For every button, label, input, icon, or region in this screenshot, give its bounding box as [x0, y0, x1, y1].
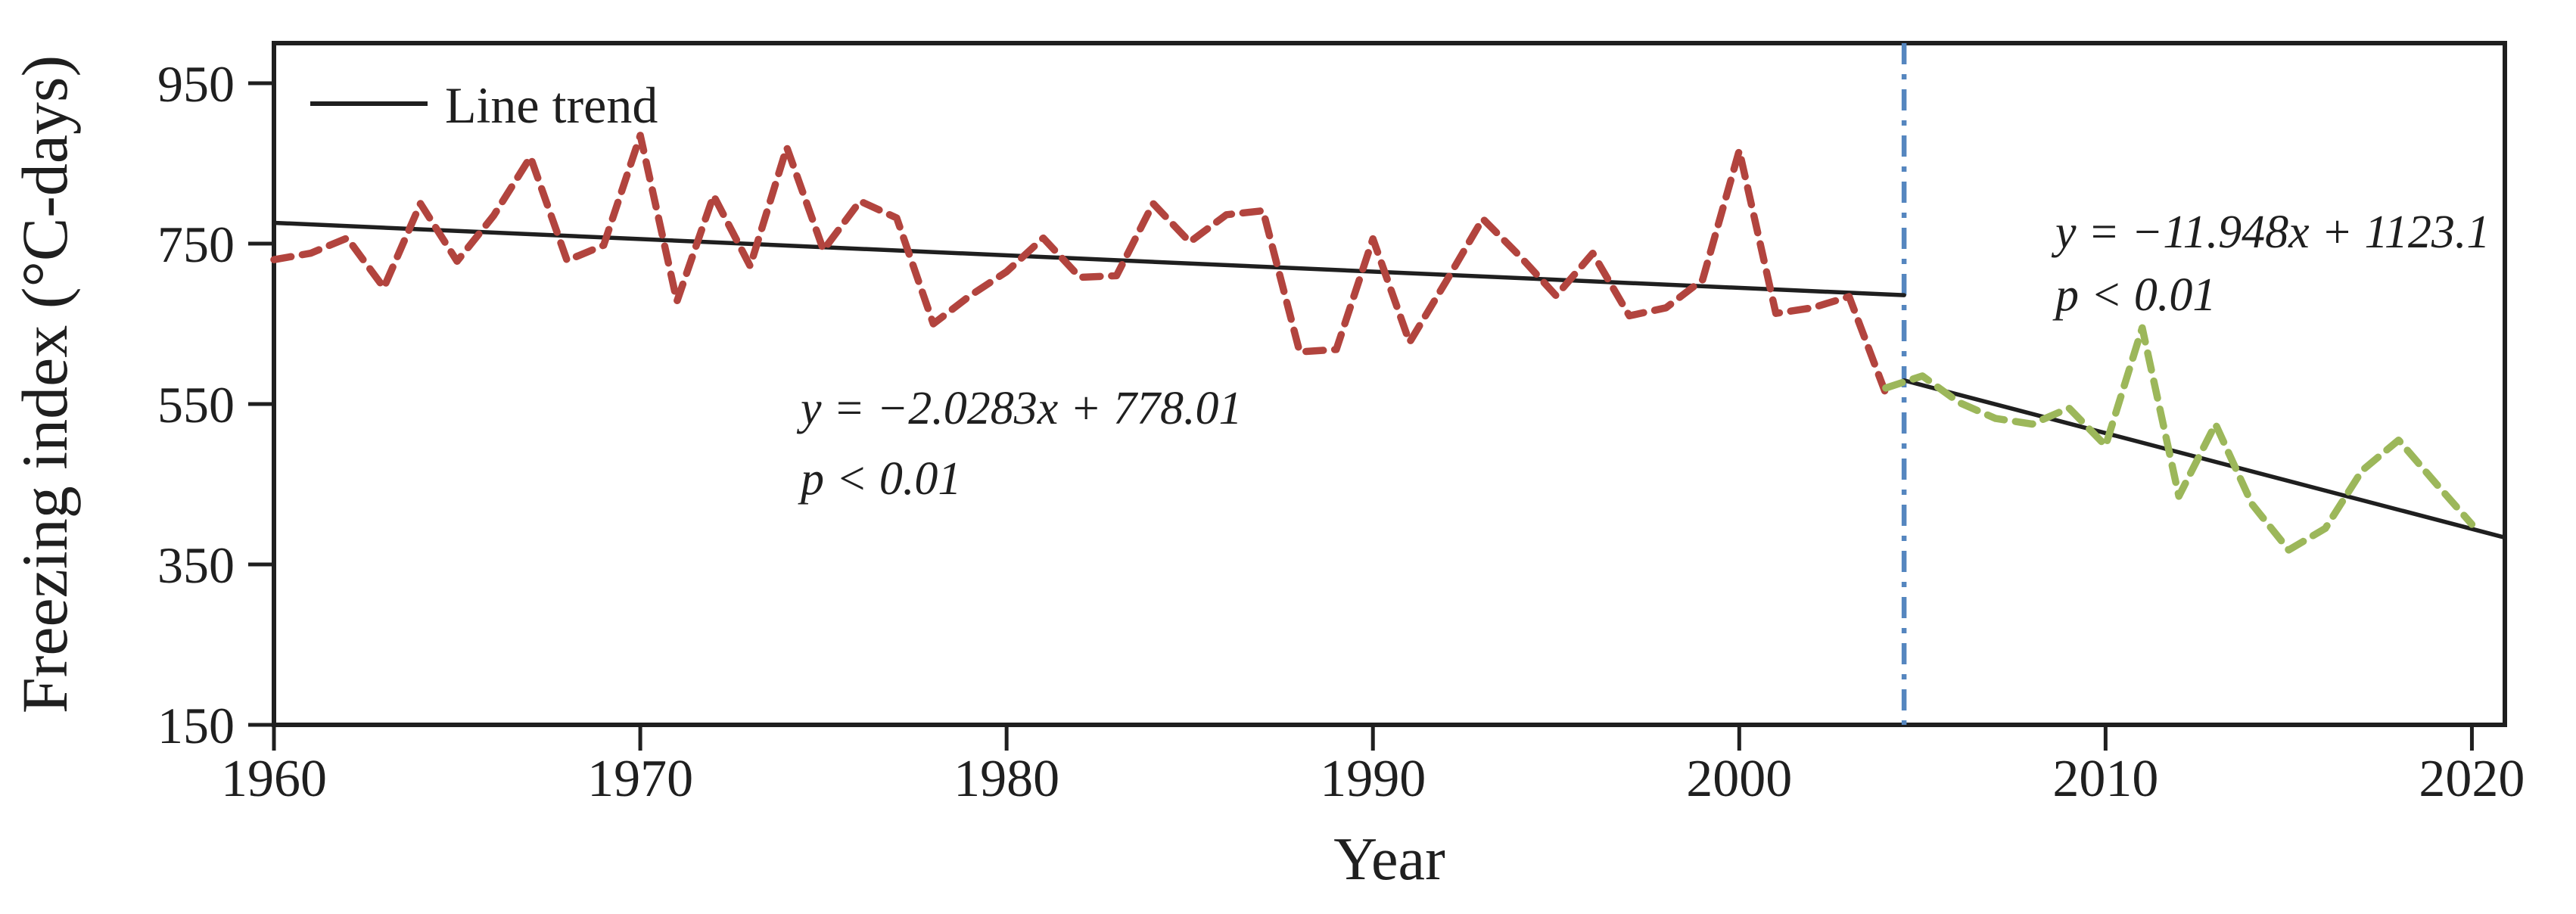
y-tick-label: 950 — [157, 55, 235, 113]
y-tick-label: 750 — [157, 216, 235, 273]
x-tick-label: 1960 — [221, 750, 327, 808]
green-series-line — [1882, 324, 2476, 554]
pvalue-2: p < 0.01 — [2052, 269, 2216, 321]
series-group — [270, 43, 2507, 725]
y-tick-label: 550 — [157, 376, 235, 434]
legend-label: Line trend — [445, 76, 658, 134]
legend: Line trend — [310, 76, 658, 134]
y-axis-title: Freezing index (°C-days) — [8, 55, 81, 713]
trend-line-1 — [272, 220, 1906, 297]
x-tick-label: 2010 — [2052, 750, 2158, 808]
trend-line-2 — [1902, 378, 2507, 540]
equation-1: y = −2.0283x + 778.01 — [796, 383, 1243, 434]
y-tick-label: 350 — [157, 536, 235, 594]
x-tick-label: 1970 — [587, 750, 693, 808]
equation-2: y = −11.948x + 1123.1 — [2051, 207, 2490, 258]
x-tick-label: 2000 — [1686, 750, 1792, 808]
red-series-line — [270, 132, 1890, 397]
x-tick-label: 2020 — [2419, 750, 2525, 808]
y-tick-label: 150 — [157, 697, 235, 754]
x-axis-title: Year — [1333, 826, 1445, 893]
x-tick-label: 1980 — [954, 750, 1059, 808]
pvalue-1: p < 0.01 — [798, 453, 961, 505]
x-tick-label: 1990 — [1320, 750, 1426, 808]
plot-border — [272, 41, 2507, 727]
